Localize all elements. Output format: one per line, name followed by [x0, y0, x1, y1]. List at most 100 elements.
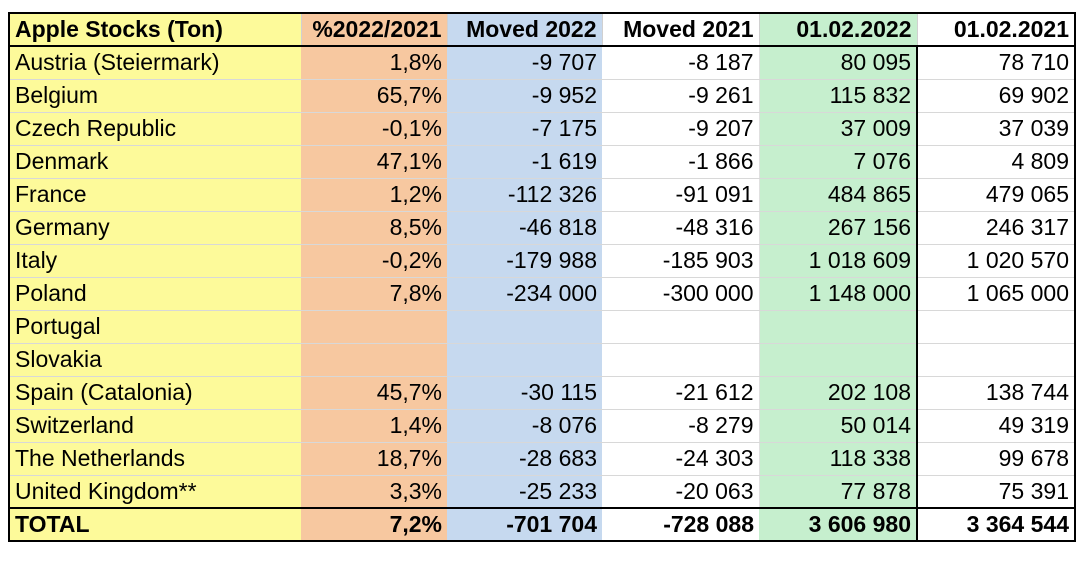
stock-2022-cell: 118 338 [758, 442, 918, 476]
pct-change-cell: 18,7% [301, 442, 447, 476]
table-row: United Kingdom** 3,3% -25 233 -20 063 77 878… [8, 475, 1076, 509]
moved-2021-cell: -1 866 [602, 145, 759, 179]
stock-2022-cell: 37 009 [758, 112, 918, 146]
country-cell: Spain (Catalonia) [8, 376, 301, 410]
stock-2021-cell: 49 319 [917, 409, 1076, 443]
stock-2022-cell: 1 018 609 [758, 244, 918, 278]
pct-change-cell: 45,7% [301, 376, 447, 410]
pct-change-cell: 1,8% [301, 46, 447, 80]
country-cell: Austria (Steiermark) [8, 46, 301, 80]
moved-2022-cell [447, 343, 602, 377]
moved-2022-cell: -25 233 [447, 475, 602, 509]
table-row: Germany 8,5% -46 818 -48 316 267 156 246 317 [8, 211, 1076, 245]
moved-2022-cell: -8 076 [447, 409, 602, 443]
table-row: France 1,2% -112 326 -91 091 484 865 479 065 [8, 178, 1076, 212]
stock-2021-cell [917, 310, 1076, 344]
pct-change-cell: 65,7% [301, 79, 447, 113]
country-cell: Germany [8, 211, 301, 245]
header-country: Apple Stocks (Ton) [8, 13, 301, 46]
stock-2022-cell: 7 076 [758, 145, 918, 179]
moved-2021-cell: -185 903 [602, 244, 759, 278]
moved-2022-cell: -1 619 [447, 145, 602, 179]
table-row: Spain (Catalonia) 45,7% -30 115 -21 612 202 … [8, 376, 1076, 410]
table-row: Slovakia [8, 343, 1076, 377]
table-row: Czech Republic -0,1% -7 175 -9 207 37 009 37 … [8, 112, 1076, 146]
header-moved-2021: Moved 2021 [601, 13, 759, 46]
header-stock-2022: 01.02.2022 [758, 13, 917, 46]
stock-2021-cell: 138 744 [917, 376, 1076, 410]
pct-change-cell [301, 310, 447, 344]
table-row: Italy -0,2% -179 988 -185 903 1 018 609 1 020… [8, 244, 1076, 278]
stock-2021-cell: 1 020 570 [917, 244, 1076, 278]
apple-stocks-table: Apple Stocks (Ton) %2022/2021 Moved 2022… [8, 12, 1076, 542]
total-row: TOTAL 7,2% -701 704 -728 088 3 606 980 3… [8, 508, 1076, 541]
moved-2022-cell: -234 000 [447, 277, 602, 311]
apple-stocks-table-container: Apple Stocks (Ton) %2022/2021 Moved 2022… [8, 12, 1076, 542]
pct-change-cell: 8,5% [301, 211, 447, 245]
table-row: Denmark 47,1% -1 619 -1 866 7 076 4 809 [8, 145, 1076, 179]
total-pct-change: 7,2% [301, 508, 447, 541]
country-cell: Switzerland [8, 409, 301, 443]
moved-2022-cell: -28 683 [447, 442, 602, 476]
stock-2021-cell: 479 065 [917, 178, 1076, 212]
table-row: Poland 7,8% -234 000 -300 000 1 148 000 1 065… [8, 277, 1076, 311]
pct-change-cell [301, 343, 447, 377]
stock-2021-cell [917, 343, 1076, 377]
stock-2022-cell: 80 095 [758, 46, 918, 80]
table-body: Austria (Steiermark) 1,8% -9 707 -8 187 80 0… [8, 46, 1076, 509]
pct-change-cell: 3,3% [301, 475, 447, 509]
stock-2021-cell: 37 039 [917, 112, 1076, 146]
country-cell: Portugal [8, 310, 301, 344]
header-pct-change: %2022/2021 [300, 13, 447, 46]
pct-change-cell: 7,8% [301, 277, 447, 311]
stock-2022-cell: 484 865 [758, 178, 918, 212]
country-cell: Poland [8, 277, 301, 311]
stock-2021-cell: 99 678 [917, 442, 1076, 476]
total-moved-2022: -701 704 [447, 508, 602, 541]
moved-2021-cell: -91 091 [602, 178, 759, 212]
moved-2021-cell: -9 261 [602, 79, 759, 113]
stock-2022-cell: 267 156 [758, 211, 918, 245]
header-stock-2021: 01.02.2021 [916, 13, 1076, 46]
moved-2022-cell: -112 326 [447, 178, 602, 212]
total-label: TOTAL [8, 508, 301, 541]
moved-2022-cell: -179 988 [447, 244, 602, 278]
moved-2021-cell [602, 343, 759, 377]
moved-2022-cell [447, 310, 602, 344]
moved-2021-cell: -8 187 [602, 46, 759, 80]
country-cell: Italy [8, 244, 301, 278]
table-row: Portugal [8, 310, 1076, 344]
table-row: The Netherlands 18,7% -28 683 -24 303 118 33… [8, 442, 1076, 476]
table-row: Switzerland 1,4% -8 076 -8 279 50 014 49 319 [8, 409, 1076, 443]
stock-2021-cell: 75 391 [917, 475, 1076, 509]
header-moved-2022: Moved 2022 [446, 13, 602, 46]
country-cell: United Kingdom** [8, 475, 301, 509]
total-stock-2022: 3 606 980 [759, 508, 918, 541]
stock-2021-cell: 246 317 [917, 211, 1076, 245]
moved-2022-cell: -9 707 [447, 46, 602, 80]
stock-2022-cell [758, 310, 918, 344]
moved-2021-cell [602, 310, 759, 344]
moved-2022-cell: -30 115 [447, 376, 602, 410]
table-row: Belgium 65,7% -9 952 -9 261 115 832 69 902 [8, 79, 1076, 113]
moved-2022-cell: -46 818 [447, 211, 602, 245]
stock-2021-cell: 4 809 [917, 145, 1076, 179]
stock-2022-cell: 115 832 [758, 79, 918, 113]
moved-2021-cell: -300 000 [602, 277, 759, 311]
country-cell: The Netherlands [8, 442, 301, 476]
country-cell: Slovakia [8, 343, 301, 377]
pct-change-cell: -0,1% [301, 112, 447, 146]
country-cell: Denmark [8, 145, 301, 179]
country-cell: Czech Republic [8, 112, 301, 146]
moved-2021-cell: -21 612 [602, 376, 759, 410]
pct-change-cell: -0,2% [301, 244, 447, 278]
moved-2021-cell: -48 316 [602, 211, 759, 245]
country-cell: France [8, 178, 301, 212]
pct-change-cell: 1,4% [301, 409, 447, 443]
stock-2022-cell: 77 878 [758, 475, 918, 509]
stock-2021-cell: 78 710 [917, 46, 1076, 80]
total-moved-2021: -728 088 [602, 508, 759, 541]
moved-2022-cell: -9 952 [447, 79, 602, 113]
stock-2021-cell: 1 065 000 [917, 277, 1076, 311]
stock-2022-cell: 50 014 [758, 409, 918, 443]
